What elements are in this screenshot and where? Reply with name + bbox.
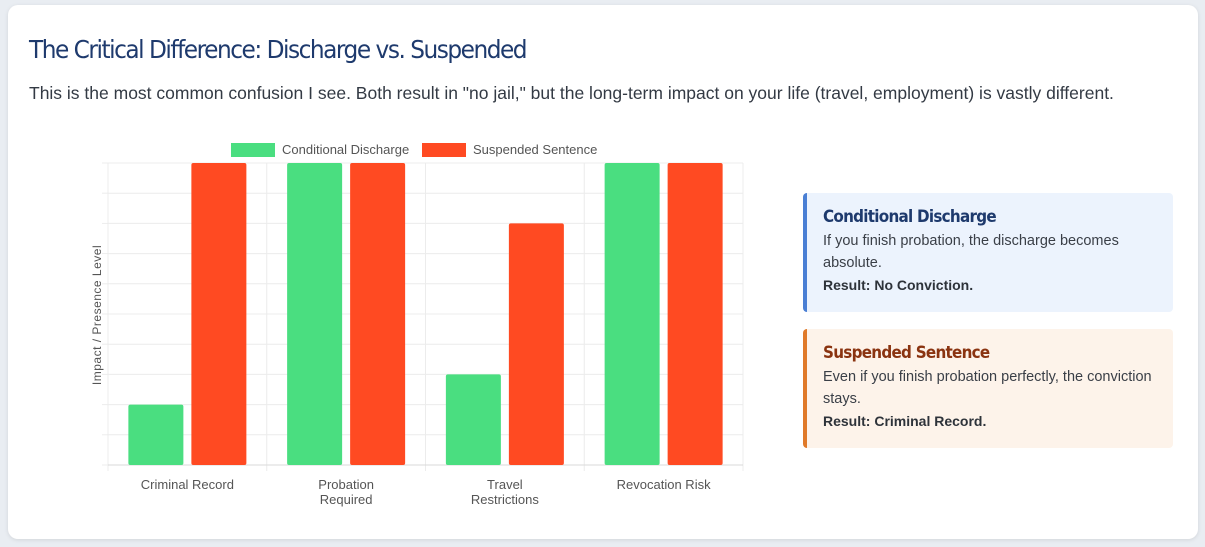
bar-suspended-sentence: [350, 163, 406, 465]
page-title: The Critical Difference: Discharge vs. S…: [29, 35, 528, 64]
x-tick-label: Criminal Record: [141, 477, 234, 492]
y-axis-title: Impact / Presence Level: [90, 245, 104, 385]
suspended-callout-result: Result: Criminal Record.: [823, 413, 987, 429]
bar-suspended-sentence: [667, 163, 723, 465]
page-subtitle: This is the most common confusion I see.…: [29, 83, 1114, 103]
bar-conditional-discharge: [604, 163, 660, 465]
suspended-callout-text: Even if you finish probation perfectly, …: [823, 369, 1152, 407]
x-tick-label: Revocation Risk: [617, 477, 711, 492]
x-tick-label: Restrictions: [471, 492, 539, 507]
x-tick-label: Probation: [318, 477, 374, 492]
discharge-callout-title: Conditional Discharge: [823, 207, 997, 226]
x-tick-label: Required: [320, 492, 373, 507]
discharge-callout-result: Result: No Conviction.: [823, 277, 974, 293]
suspended-callout: Suspended Sentence Even if you finish pr…: [803, 329, 1173, 448]
legend-label: Suspended Sentence: [473, 142, 597, 157]
bar-conditional-discharge: [445, 374, 501, 465]
suspended-callout-title: Suspended Sentence: [823, 343, 990, 362]
bar-conditional-discharge: [287, 163, 343, 465]
discharge-callout-text: If you finish probation, the discharge b…: [823, 233, 1119, 271]
bar-suspended-sentence: [191, 163, 247, 465]
x-tick-label: Travel: [487, 477, 523, 492]
legend-swatch: [422, 143, 466, 157]
discharge-callout: Conditional Discharge If you finish prob…: [803, 193, 1173, 312]
legend-swatch: [231, 143, 275, 157]
bar-suspended-sentence: [508, 223, 564, 465]
impact-bar-chart: Criminal Record ProbationRequiredTravelRe…: [90, 142, 744, 507]
legend-label: Conditional Discharge: [282, 142, 409, 157]
bar-conditional-discharge: [128, 404, 184, 465]
comparison-card: The Critical Difference: Discharge vs. S…: [8, 5, 1198, 539]
